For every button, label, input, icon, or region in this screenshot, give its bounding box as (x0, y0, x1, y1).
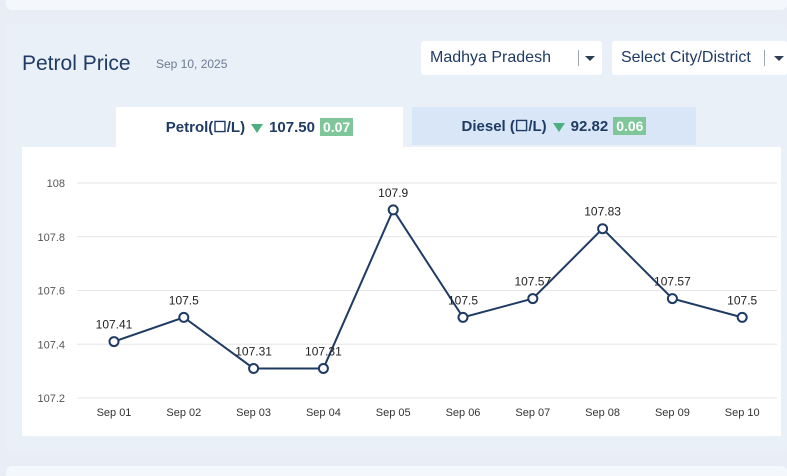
data-label: 107.31 (305, 344, 342, 358)
y-tick-label: 107.8 (37, 232, 65, 244)
chevron-down-icon[interactable] (585, 56, 595, 61)
trend-down-icon (251, 123, 264, 133)
tab-petrol-label: Petrol(☐/L) (165, 119, 246, 136)
tab-diesel-change-badge: 0.06 (613, 117, 647, 135)
state-select[interactable]: Madhya Pradesh (421, 41, 602, 75)
y-tick-label: 107.6 (37, 286, 65, 298)
city-select-value: Select City/District (621, 49, 751, 66)
trend-down-icon (552, 122, 565, 132)
x-tick-label: Sep 10 (725, 407, 760, 419)
data-label: 107.9 (378, 186, 408, 200)
x-tick-label: Sep 05 (376, 407, 411, 419)
y-tick-label: 108 (47, 178, 65, 190)
y-tick-label: 107.2 (37, 393, 65, 405)
tab-diesel[interactable]: Diesel (☐/L) 92.82 0.06 (412, 107, 696, 145)
tab-petrol-change-badge: 0.07 (319, 118, 354, 136)
data-point (666, 293, 678, 305)
x-tick-label: Sep 07 (515, 407, 550, 419)
data-label: 107.31 (235, 344, 272, 358)
x-tick-label: Sep 06 (446, 407, 481, 419)
data-point (457, 311, 469, 323)
city-select[interactable]: Select City/District (612, 41, 787, 75)
data-label: 107.83 (584, 205, 621, 219)
x-tick-label: Sep 04 (306, 407, 341, 419)
tab-diesel-price: 92.82 (570, 117, 609, 135)
state-select-divider (578, 50, 579, 66)
data-label: 107.41 (96, 318, 133, 332)
state-select-value: Madhya Pradesh (430, 49, 551, 66)
x-tick-label: Sep 08 (585, 407, 620, 419)
price-line-chart: 107.2 107.4 107.6 107.8 108 Sep 01 Sep 02 Sep 0… (37, 178, 777, 419)
data-point (527, 293, 539, 305)
data-label: 107.57 (514, 275, 551, 289)
price-chart-panel: 107.2 107.4 107.6 107.8 108 Sep 01 Sep 02 Sep 0… (22, 147, 781, 436)
chevron-down-icon[interactable] (774, 56, 784, 61)
x-tick-label: Sep 03 (236, 407, 271, 419)
tab-diesel-label: Diesel (☐/L) (461, 118, 547, 135)
bottom-card (6, 466, 787, 476)
data-point (317, 362, 329, 374)
data-point (736, 311, 748, 323)
tab-petrol[interactable]: Petrol(☐/L) 107.50 0.07 (116, 107, 403, 147)
city-select-divider (764, 50, 765, 66)
data-label: 107.5 (169, 293, 199, 307)
data-point (597, 223, 609, 235)
x-tick-label: Sep 09 (655, 407, 690, 419)
data-point (387, 204, 399, 216)
x-tick-label: Sep 01 (97, 407, 132, 419)
top-card (6, 0, 787, 10)
series-line (113, 207, 743, 370)
data-point (108, 336, 120, 348)
data-label: 107.57 (654, 275, 691, 289)
x-tick-label: Sep 02 (166, 407, 201, 419)
page-date: Sep 10, 2025 (156, 57, 228, 71)
data-point (248, 362, 260, 374)
data-label: 107.5 (727, 293, 757, 307)
data-point (178, 311, 190, 323)
data-label: 107.5 (448, 293, 478, 307)
tab-petrol-price: 107.50 (269, 118, 315, 136)
page-title: Petrol Price (22, 52, 131, 75)
y-tick-label: 107.4 (37, 339, 65, 351)
